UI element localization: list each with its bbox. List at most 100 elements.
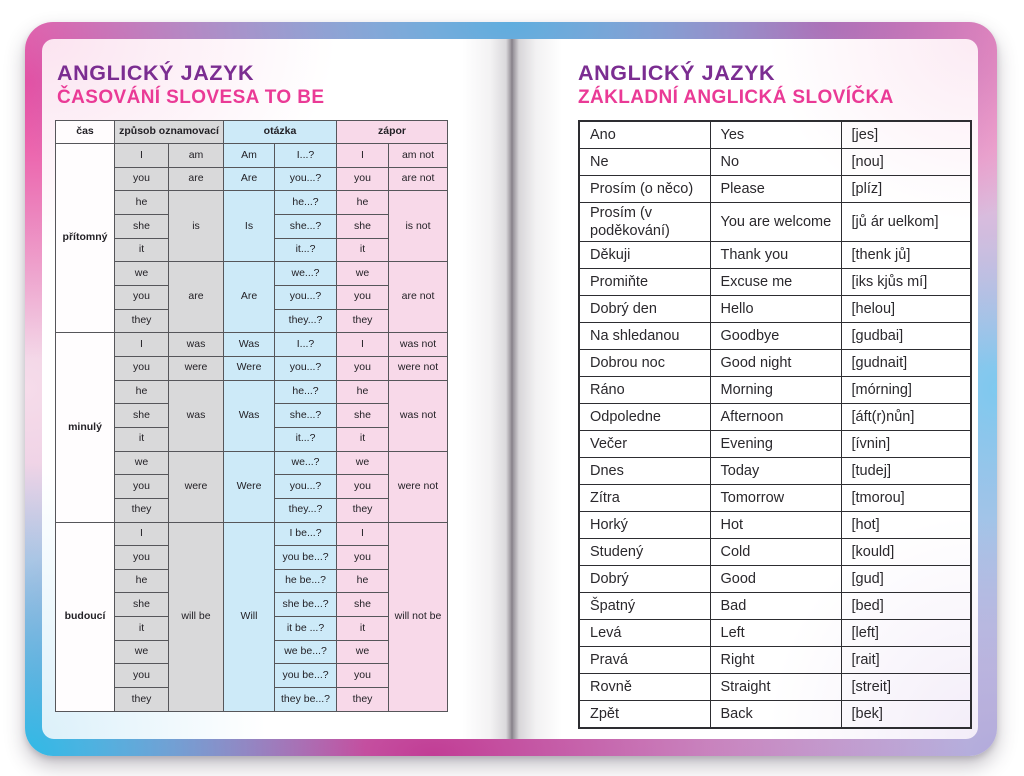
conjugation-cell: it: [114, 426, 169, 452]
table-row: Ráno Morning [mórning]: [578, 376, 972, 405]
conjugation-cell: it: [336, 237, 390, 263]
conjugation-cell: I: [114, 521, 169, 547]
czech-term-cell: Horký: [578, 511, 711, 540]
conjugation-cell: you...?: [274, 166, 338, 192]
english-term-cell: Today: [709, 457, 842, 486]
conjugation-cell: we: [114, 450, 169, 476]
pronunciation-cell: [gudnait]: [840, 349, 972, 378]
table-row: you are Are you...? you are not: [56, 166, 449, 192]
conjugation-cell: they: [336, 497, 390, 523]
page-title: ANGLICKÝ JAZYK: [57, 61, 255, 85]
vocabulary-table: Ano Yes [jes] Ne No [nou] Prosím (o něco) Pleas…: [578, 120, 972, 730]
conjugation-cell: she: [114, 592, 169, 618]
conjugation-cell: is not: [388, 190, 449, 263]
pronunciation-cell: [jes]: [840, 120, 972, 149]
english-term-cell: Good night: [709, 349, 842, 378]
czech-term-cell: Špatný: [578, 592, 711, 621]
conjugation-cell: was: [167, 332, 225, 357]
pronunciation-cell: [bek]: [840, 700, 972, 729]
conjugation-cell: Was: [223, 332, 276, 357]
conjugation-cell: you: [336, 284, 390, 310]
pronunciation-cell: [gud]: [840, 565, 972, 594]
conjugation-cell: I: [114, 143, 169, 168]
czech-term-cell: Promiňte: [578, 268, 711, 297]
conjugation-cell: you be...?: [274, 545, 338, 570]
conjugation-cell: they be...?: [274, 687, 338, 712]
conjugation-cell: am not: [388, 143, 449, 168]
table-row: Levá Left [left]: [578, 619, 972, 648]
conjugation-cell: Was: [223, 379, 276, 452]
czech-term-cell: Zpět: [578, 700, 711, 729]
czech-term-cell: Ano: [578, 120, 711, 149]
right-page-header: ANGLICKÝ JAZYK ZÁKLADNÍ ANGLICKÁ SLOVÍČK…: [578, 61, 894, 109]
conjugation-cell: I be...?: [274, 521, 338, 547]
czech-term-cell: Pravá: [578, 646, 711, 675]
conjugation-cell: he: [336, 568, 390, 594]
table-row: we are Are we...? we are not: [56, 261, 449, 334]
conjugation-cell: is: [167, 190, 225, 263]
conjugation-cell: Were: [223, 355, 276, 381]
conjugation-cell: they...?: [274, 308, 338, 334]
czech-term-cell: Dobrý den: [578, 295, 711, 324]
conjugation-cell: they: [336, 687, 390, 712]
table-row: she she...? she: [56, 403, 448, 428]
conjugation-cell: you be...?: [274, 663, 338, 689]
pronunciation-cell: [tudej]: [840, 457, 972, 486]
pronunciation-cell: [left]: [840, 619, 972, 648]
czech-term-cell: Rovně: [578, 673, 711, 702]
conjugation-cell: were: [167, 355, 225, 381]
conjugation-cell: were not: [388, 355, 449, 381]
english-term-cell: You are welcome: [709, 201, 842, 243]
table-row: Promiňte Excuse me [iks kjůs mí]: [578, 268, 972, 297]
table-row: you you be...? you: [56, 663, 448, 689]
table-row: you were Were you...? you were not: [56, 355, 449, 381]
conjugation-cell: are not: [388, 261, 449, 334]
czech-term-cell: Děkuji: [578, 241, 711, 270]
conjugation-cell: they...?: [274, 497, 338, 523]
table-row: it it be ...? it: [56, 616, 448, 641]
english-term-cell: Right: [709, 646, 842, 675]
conjugation-cell: she be...?: [274, 592, 338, 618]
table-row: you you...? you: [56, 474, 448, 499]
pronunciation-cell: [gudbai]: [840, 322, 972, 351]
left-page: ANGLICKÝ JAZYK ČASOVÁNÍ SLOVESA TO BE ča…: [42, 39, 512, 739]
tense-cell: minulý: [55, 332, 115, 523]
table-row: they they be...? they: [56, 687, 448, 712]
table-row: Prosím (o něco) Please [plíz]: [578, 175, 972, 203]
conjugation-cell: are: [167, 261, 225, 334]
tense-cell: přítomný: [55, 142, 115, 334]
table-row: Zítra Tomorrow [tmorou]: [578, 484, 972, 513]
table-row: Rovně Straight [streit]: [578, 673, 972, 702]
conjugation-cell: you: [336, 355, 390, 381]
conjugation-cell: he: [114, 568, 169, 594]
conjugation-cell: I...?: [274, 143, 338, 168]
czech-term-cell: Dobrý: [578, 565, 711, 594]
english-term-cell: Straight: [709, 673, 842, 702]
table-row: you you be...? you: [56, 545, 448, 570]
czech-term-cell: Večer: [578, 430, 711, 459]
table-row: he is Is he...? he is not: [56, 190, 449, 263]
conjugation-cell: I: [336, 521, 390, 547]
table-row: it it...? it: [56, 237, 448, 263]
conjugation-cell: they: [114, 308, 169, 334]
pronunciation-cell: [thenk jů]: [840, 241, 972, 270]
pronunciation-cell: [helou]: [840, 295, 972, 324]
english-term-cell: Yes: [709, 120, 842, 149]
conjugation-cell: was: [167, 379, 225, 452]
table-row: they they...? they: [56, 308, 448, 334]
english-term-cell: Morning: [709, 376, 842, 405]
conjugation-cell: we...?: [274, 261, 338, 286]
english-term-cell: Excuse me: [709, 268, 842, 297]
czech-term-cell: Dobrou noc: [578, 349, 711, 378]
table-row: Studený Cold [kould]: [578, 538, 972, 567]
conjugation-cell: we: [114, 639, 169, 665]
conjugation-cell: we be...?: [274, 639, 338, 665]
conjugation-cell: it...?: [274, 426, 338, 452]
conjugation-cell: he: [114, 379, 169, 405]
pronunciation-cell: [tmorou]: [840, 484, 972, 513]
czech-term-cell: Odpoledne: [578, 403, 711, 432]
conjugation-cell: Will: [223, 521, 276, 712]
table-row: Odpoledne Afternoon [áft(r)nůn]: [578, 403, 972, 432]
czech-term-cell: Levá: [578, 619, 711, 648]
